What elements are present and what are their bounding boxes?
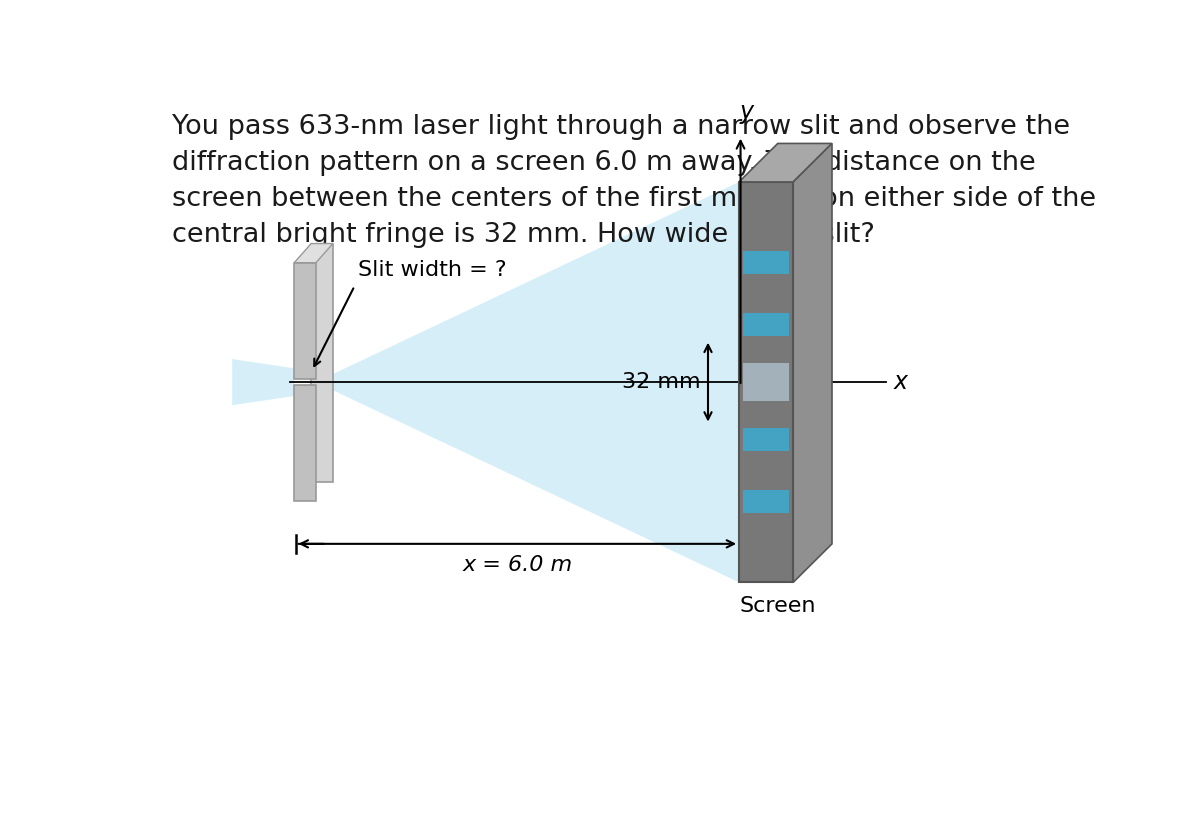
Polygon shape bbox=[294, 243, 332, 263]
Bar bbox=[743, 313, 790, 336]
Polygon shape bbox=[316, 182, 739, 583]
Polygon shape bbox=[294, 385, 316, 502]
Text: x: x bbox=[894, 370, 908, 394]
Text: Slit width = ?: Slit width = ? bbox=[359, 261, 508, 281]
Bar bbox=[743, 363, 790, 401]
Polygon shape bbox=[793, 144, 832, 583]
Polygon shape bbox=[739, 182, 793, 583]
Polygon shape bbox=[294, 263, 316, 379]
Polygon shape bbox=[311, 243, 332, 482]
Text: 32 mm: 32 mm bbox=[622, 372, 701, 392]
Text: Screen: Screen bbox=[739, 596, 816, 616]
Bar bbox=[743, 490, 790, 513]
Polygon shape bbox=[232, 359, 294, 405]
Text: y: y bbox=[739, 100, 754, 125]
Text: You pass 633-nm laser light through a narrow slit and observe the
diffraction pa: You pass 633-nm laser light through a na… bbox=[172, 115, 1096, 248]
Polygon shape bbox=[739, 144, 832, 182]
Bar bbox=[743, 428, 790, 451]
Text: x = 6.0 m: x = 6.0 m bbox=[462, 554, 572, 574]
Bar bbox=[743, 252, 790, 274]
